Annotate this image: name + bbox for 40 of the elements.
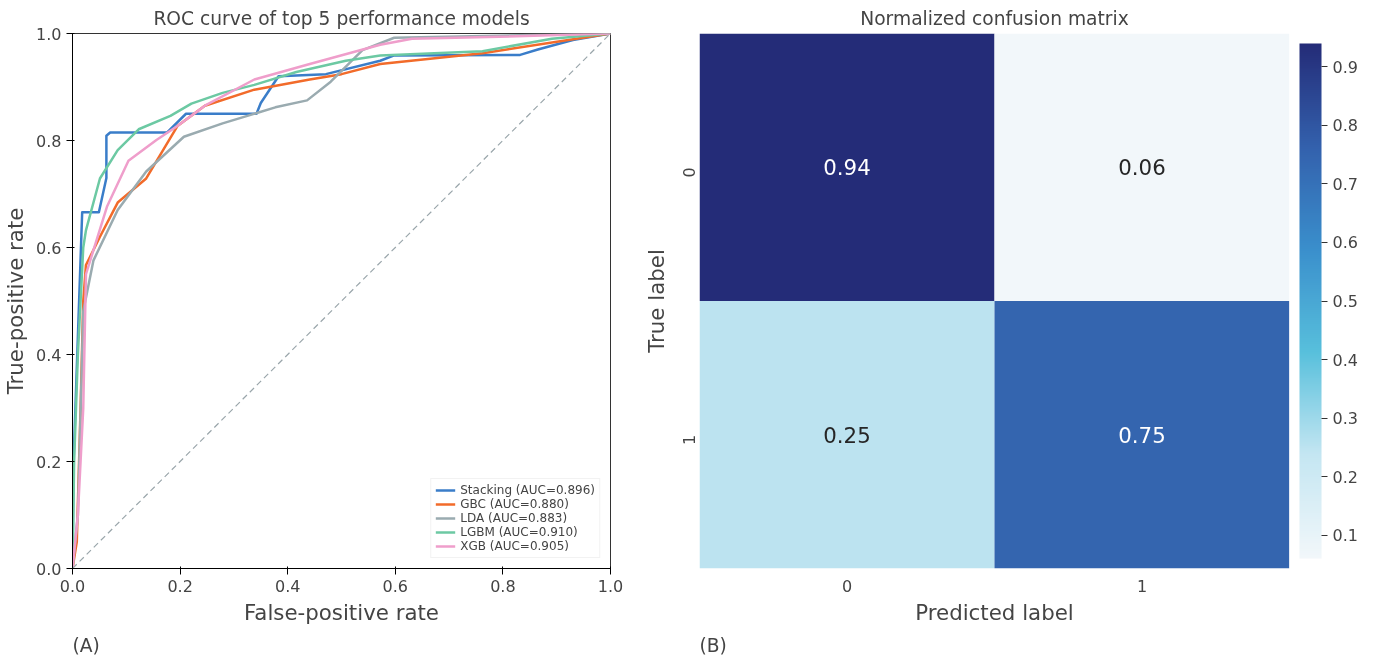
data-label: 0.75 — [1118, 422, 1166, 448]
legend-label: GBC (AUC=0.880) — [460, 497, 569, 511]
chart-title: ROC curve of top 5 performance models — [153, 7, 530, 29]
y-tick-label: 0.2 — [36, 452, 62, 472]
x-axis-title: False-positive rate — [244, 599, 439, 625]
y-tick-label: 0.8 — [36, 131, 62, 151]
x-tick-label: 0.0 — [59, 576, 86, 596]
color-bar-label: 0.3 — [1332, 409, 1358, 429]
color-bar-label: 0.2 — [1332, 467, 1358, 487]
chart-title: Normalized confusion matrix — [860, 7, 1129, 29]
color-bar-label: 0.1 — [1332, 526, 1358, 546]
color-bar-label: 0.6 — [1332, 233, 1358, 253]
color-bar-label: 0.8 — [1332, 116, 1358, 136]
x-tick-label: 0.6 — [382, 576, 409, 596]
x-axis-title: Predicted label — [915, 599, 1074, 625]
legend-label: LDA (AUC=0.883) — [460, 511, 568, 525]
data-label: 0.25 — [823, 422, 871, 448]
data-label: 0.06 — [1118, 155, 1166, 181]
x-tick-label: 0.8 — [490, 576, 516, 596]
color-bar-label: 0.5 — [1332, 292, 1358, 311]
data-label: 0.94 — [823, 155, 871, 181]
x-tick-label: 1.0 — [597, 576, 624, 596]
color-bar-label: 0.9 — [1332, 57, 1358, 77]
text: (A) — [72, 634, 100, 656]
y-axis-title: True-positive rate — [3, 207, 29, 396]
y-tick-label: 0.0 — [36, 559, 62, 579]
y-tick-label: 0.4 — [36, 345, 62, 365]
x-tick-label: 1 — [1136, 576, 1148, 596]
legend-label: XGB (AUC=0.905) — [460, 539, 569, 553]
y-tick-label: 0.6 — [36, 238, 62, 258]
text: (B) — [699, 634, 727, 656]
legend-label: Stacking (AUC=0.896) — [460, 483, 595, 497]
x-tick-label: 0.2 — [167, 576, 193, 596]
x-tick-label: 0.4 — [274, 576, 301, 596]
color-bar-label: 0.7 — [1332, 174, 1358, 194]
y-tick-label: 1.0 — [36, 24, 62, 44]
legend-label: LGBM (AUC=0.910) — [460, 525, 578, 539]
x-tick-label: 0 — [841, 576, 853, 596]
color-bar-label: 0.4 — [1332, 350, 1358, 370]
y-axis-title: True label — [643, 249, 669, 354]
